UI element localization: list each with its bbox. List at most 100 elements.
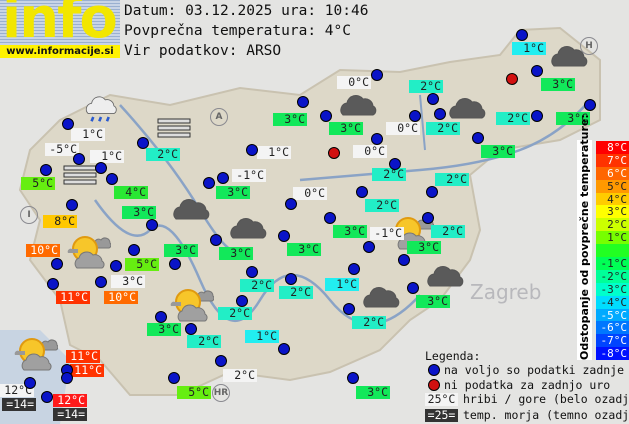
station-dot[interactable] [409, 110, 421, 122]
station-temperature-label: 3°C [333, 225, 367, 238]
station-dot[interactable] [320, 110, 332, 122]
station-dot[interactable] [137, 137, 149, 149]
station-dot[interactable] [347, 372, 359, 384]
station-temperature-label: 3°C [329, 122, 363, 135]
station-temperature-label: 2°C [496, 112, 530, 125]
station-dot[interactable] [427, 93, 439, 105]
station-dot[interactable] [146, 219, 158, 231]
station-no-data-dot[interactable] [328, 147, 340, 159]
station-dot[interactable] [371, 133, 383, 145]
station-dot[interactable] [95, 162, 107, 174]
date-line: Datum: 03.12.2025 ura: 10:46 [124, 3, 369, 19]
station-temperature-label: 3°C [481, 145, 515, 158]
station-dot[interactable] [398, 254, 410, 266]
station-temperature-label: 0°C [386, 122, 420, 135]
station-dot[interactable] [472, 132, 484, 144]
station-dot[interactable] [348, 263, 360, 275]
station-dot[interactable] [168, 372, 180, 384]
station-temperature-label: 3°C [287, 243, 321, 256]
sun-cloud-icon [168, 288, 215, 326]
cloud-icon [360, 283, 402, 313]
station-dot[interactable] [363, 241, 375, 253]
station-dot[interactable] [236, 295, 248, 307]
station-dot[interactable] [128, 244, 140, 256]
station-dot[interactable] [531, 110, 543, 122]
station-dot[interactable] [106, 173, 118, 185]
station-dot[interactable] [278, 230, 290, 242]
station-dot[interactable] [584, 99, 596, 111]
station-temperature-label: 2°C [240, 279, 274, 292]
scale-step: 4°C [596, 192, 629, 206]
station-dot[interactable] [422, 212, 434, 224]
logo-url[interactable]: www.informacije.si [0, 45, 120, 58]
station-dot[interactable] [203, 177, 215, 189]
cloud-icon [424, 262, 466, 292]
station-dot[interactable] [40, 164, 52, 176]
station-dot[interactable] [246, 266, 258, 278]
station-temperature-label: 2°C [223, 369, 257, 382]
station-temperature-label: 8°C [43, 215, 77, 228]
station-dot[interactable] [73, 153, 85, 165]
station-no-data-dot[interactable] [506, 73, 518, 85]
station-dot[interactable] [297, 96, 309, 108]
legend-sea-sample: =25= [425, 409, 458, 422]
station-dot[interactable] [47, 278, 59, 290]
station-dot[interactable] [95, 276, 107, 288]
station-dot[interactable] [531, 65, 543, 77]
station-temperature-label: 2°C [426, 122, 460, 135]
station-dot[interactable] [434, 108, 446, 120]
station-temperature-label: 2°C [435, 173, 469, 186]
cloud-icon [446, 94, 488, 124]
station-dot[interactable] [371, 69, 383, 81]
station-temperature-label: 2°C [372, 168, 406, 181]
station-dot[interactable] [285, 198, 297, 210]
station-dot[interactable] [324, 212, 336, 224]
station-dot[interactable] [426, 186, 438, 198]
station-dot[interactable] [62, 118, 74, 130]
station-dot[interactable] [185, 323, 197, 335]
station-dot[interactable] [407, 282, 419, 294]
deviation-color-scale: 8°C 7°C 6°C 5°C 4°C 3°C 2°C 1°C -1°C -2°C -3°C -4°C… [596, 141, 629, 360]
sea-temperature-label: =14= [2, 398, 36, 411]
station-dot[interactable] [215, 355, 227, 367]
station-dot[interactable] [217, 172, 229, 184]
station-dot[interactable] [51, 258, 63, 270]
map-label-italy: I [20, 206, 38, 224]
logo-text: info [2, 0, 118, 45]
station-dot[interactable] [516, 29, 528, 41]
station-temperature-label: 10°C [26, 244, 60, 257]
scale-step: 3°C [596, 205, 629, 218]
station-temperature-label: 3°C [356, 386, 390, 399]
station-dot[interactable] [389, 158, 401, 170]
fog-icon [63, 165, 97, 189]
scale-step: -1°C [596, 257, 629, 270]
cloud-icon [337, 91, 379, 121]
station-dot[interactable] [285, 273, 297, 285]
station-temperature-label: 2°C [409, 80, 443, 93]
station-temperature-label: 5°C [125, 258, 159, 271]
station-temperature-label: -1°C [370, 227, 404, 240]
map-label-austria: A [210, 108, 228, 126]
scale-step: 5°C [596, 179, 629, 193]
station-dot[interactable] [110, 260, 122, 272]
station-temperature-label: -1°C [232, 169, 266, 182]
legend-available: na voljo so podatki zadnje ure [444, 363, 629, 377]
station-temperature-label: 3°C [164, 244, 198, 257]
station-dot[interactable] [24, 377, 36, 389]
station-dot[interactable] [356, 186, 368, 198]
station-dot[interactable] [41, 391, 53, 403]
station-dot[interactable] [246, 144, 258, 156]
station-dot[interactable] [210, 234, 222, 246]
station-dot[interactable] [66, 199, 78, 211]
station-temperature-label: 1°C [90, 150, 124, 163]
station-dot[interactable] [61, 372, 73, 384]
legend-title: Legenda: [425, 349, 481, 363]
station-temperature-label: 3°C [541, 78, 575, 91]
station-temperature-label: 2°C [365, 199, 399, 212]
station-dot[interactable] [278, 343, 290, 355]
station-dot[interactable] [155, 311, 167, 323]
station-temperature-label: 2°C [352, 316, 386, 329]
scale-step: 2°C [596, 218, 629, 231]
station-dot[interactable] [343, 303, 355, 315]
station-dot[interactable] [169, 258, 181, 270]
